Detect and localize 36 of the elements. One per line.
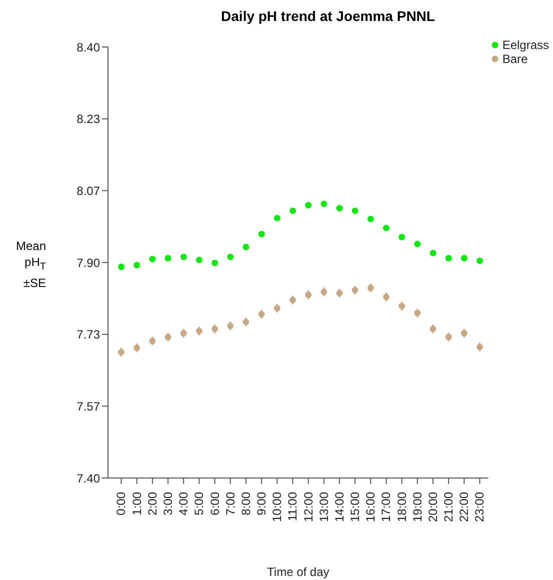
y-tick-label: 7.40 [76,471,100,486]
x-tick-label: 14:00 [332,492,346,522]
x-tick-label: 2:00 [145,492,160,516]
x-tick-label: 18:00 [394,492,409,522]
x-tick-label: 0:00 [114,492,128,516]
y-tick-label: 7.57 [76,399,100,414]
x-tick-label: 10:00 [270,492,284,522]
x-tick-label: 19:00 [410,492,424,522]
y-axis-title: Mean pH$_{T}$ ±SE [14,238,46,292]
x-tick-label: 6:00 [208,492,222,516]
x-tick-label: 4:00 [176,492,191,516]
x-tick-label: 11:00 [286,492,300,522]
x-tick-label: 3:00 [161,492,176,516]
x-tick-label: 13:00 [316,492,331,522]
x-tick-label: 12:00 [301,492,316,522]
chart-title: Daily pH trend at Joemma PNNL [220,8,436,24]
x-tick-label: 23:00 [472,492,487,522]
legend-label: Bare [502,52,528,66]
y-tick-label: 8.23 [76,112,100,126]
x-axis-title: Time of day [267,565,330,579]
x-tick-label: 16:00 [364,492,378,522]
x-tick-label: 8:00 [238,492,253,516]
x-tick-label: 9:00 [254,492,269,516]
x-tick-label: 17:00 [379,492,394,522]
x-tick-label: 22:00 [457,492,472,522]
y-tick-label: 8.07 [76,184,100,198]
legend-label: Eelgrass [502,38,549,52]
y-tick-label: 7.90 [76,256,100,270]
x-tick-label: 5:00 [192,492,206,516]
x-tick-label: 20:00 [426,492,440,522]
y-tick-label: 7.73 [76,328,100,342]
x-tick-label: 7:00 [223,492,238,516]
x-tick-label: 15:00 [348,492,362,522]
x-tick-label: 21:00 [442,492,456,522]
y-tick-label: 8.40 [76,40,100,54]
x-tick-label: 1:00 [130,492,144,516]
